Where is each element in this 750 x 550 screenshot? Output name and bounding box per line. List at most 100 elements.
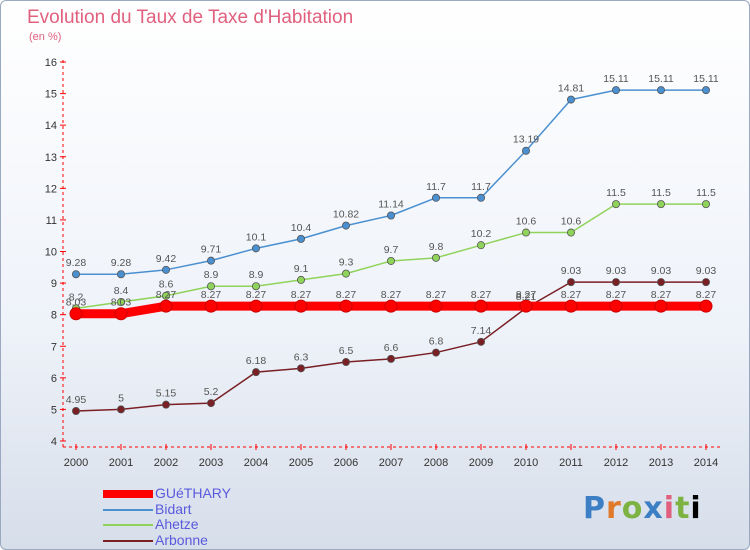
data-point: [294, 299, 308, 313]
data-label: 8.27: [606, 289, 627, 301]
data-label: 15.11: [603, 73, 629, 85]
data-point: [159, 299, 173, 313]
data-point: [612, 86, 621, 95]
x-tick-label: 2000: [64, 457, 88, 469]
data-label: 8.27: [561, 289, 582, 301]
data-label: 9.42: [156, 253, 177, 265]
data-label: 11.5: [606, 187, 626, 199]
data-label: 5.15: [156, 388, 177, 400]
legend-label: Bidart: [155, 500, 192, 517]
y-tick-label: 14: [45, 120, 57, 132]
data-point: [702, 86, 711, 95]
data-point: [567, 228, 576, 237]
data-label: 8.9: [204, 269, 219, 281]
x-tick-label: 2001: [109, 457, 133, 469]
y-tick-label: 7: [51, 341, 57, 353]
data-point: [206, 282, 215, 291]
data-point: [204, 299, 218, 313]
data-point: [476, 241, 485, 250]
x-tick-label: 2003: [199, 457, 223, 469]
data-point: [612, 200, 621, 209]
x-tick-label: 2008: [424, 457, 448, 469]
legend-label: GUéTHARY: [155, 485, 231, 501]
data-point: [612, 278, 621, 287]
data-label: 10.1: [246, 231, 267, 243]
x-tick-label: 2004: [244, 457, 268, 469]
data-point: [296, 234, 305, 243]
data-label: 8.9: [249, 269, 264, 281]
data-point: [117, 298, 126, 307]
data-point: [251, 368, 260, 377]
data-point: [386, 211, 395, 220]
data-label: 8.27: [651, 289, 672, 301]
data-label: 9.3: [339, 257, 354, 269]
data-point: [522, 146, 531, 155]
data-point: [431, 193, 440, 202]
data-label: 8.27: [201, 289, 222, 301]
data-label: 10.6: [561, 216, 582, 228]
x-tick-label: 2014: [694, 457, 718, 469]
data-label: 8.27: [426, 289, 447, 301]
data-label: 6.18: [246, 355, 267, 367]
data-label: 11.5: [696, 187, 716, 199]
legend-swatch: [103, 539, 153, 542]
data-label: 8.27: [246, 289, 267, 301]
data-point: [249, 299, 263, 313]
data-label: 9.03: [696, 265, 717, 277]
data-point: [72, 406, 81, 415]
data-point: [114, 307, 128, 321]
chart-title: Evolution du Taux de Taxe d'Habitation: [27, 7, 354, 28]
data-point: [161, 265, 170, 274]
legend-label: Arbonne: [155, 531, 208, 548]
data-point: [206, 256, 215, 265]
x-tick-label: 2010: [514, 457, 538, 469]
data-label: 8.27: [336, 289, 357, 301]
data-point: [522, 228, 531, 237]
data-label: 11.7: [426, 181, 446, 193]
data-point: [341, 221, 350, 230]
data-label: 8.27: [156, 289, 177, 301]
data-label: 8.4: [114, 285, 129, 297]
x-tick-label: 2005: [289, 457, 313, 469]
data-label: 8.03: [111, 297, 132, 309]
x-tick-label: 2006: [334, 457, 358, 469]
data-label: 6.5: [339, 345, 354, 357]
data-label: 7.14: [471, 325, 492, 337]
data-label: 8.27: [696, 289, 717, 301]
data-label: 9.03: [561, 265, 582, 277]
data-label: 11.5: [651, 187, 671, 199]
data-point: [476, 337, 485, 346]
y-tick-label: 4: [51, 436, 57, 448]
data-label: 6.6: [384, 342, 399, 354]
data-point: [474, 299, 488, 313]
x-tick-label: 2009: [469, 457, 493, 469]
data-label: 9.1: [294, 263, 309, 275]
data-label: 9.28: [66, 257, 87, 269]
data-point: [654, 299, 668, 313]
data-point: [296, 275, 305, 284]
y-tick-label: 16: [45, 57, 57, 69]
legend-swatch: [103, 490, 153, 498]
data-label: 9.8: [429, 241, 444, 253]
data-label: 11.14: [378, 198, 404, 210]
data-label: 8.2: [69, 291, 84, 303]
data-label: 14.81: [558, 83, 584, 95]
data-label: 9.03: [651, 265, 672, 277]
y-tick-label: 11: [46, 215, 57, 227]
data-point: [564, 299, 578, 313]
data-label: 15.11: [648, 73, 674, 85]
data-point: [206, 399, 215, 408]
data-label: 10.2: [471, 228, 492, 240]
data-label: 10.4: [291, 222, 312, 234]
proxiti-logo: Proxiti: [583, 491, 702, 526]
data-label: 6.8: [429, 336, 444, 348]
y-tick-label: 5: [51, 404, 57, 416]
data-point: [609, 299, 623, 313]
x-tick-label: 2002: [154, 457, 178, 469]
data-point: [386, 256, 395, 265]
data-point: [657, 86, 666, 95]
x-tick-label: 2007: [379, 457, 403, 469]
data-point: [431, 253, 440, 262]
data-label: 5: [118, 392, 124, 404]
